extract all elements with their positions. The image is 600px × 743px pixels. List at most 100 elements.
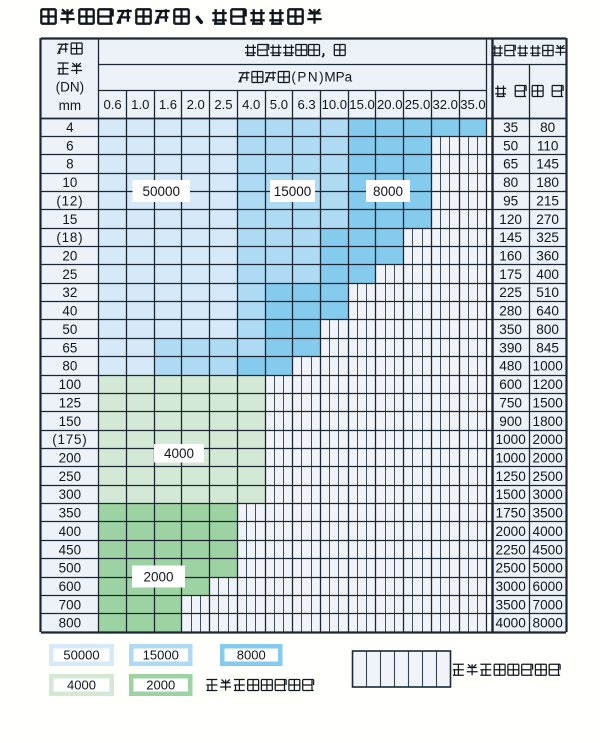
svg-text:5000: 5000: [533, 561, 564, 576]
svg-text:180: 180: [536, 175, 559, 190]
svg-text:800: 800: [536, 322, 559, 337]
svg-text:360: 360: [536, 249, 559, 264]
svg-text:4000: 4000: [164, 446, 194, 461]
svg-text:3000: 3000: [533, 487, 564, 502]
svg-text:65: 65: [503, 157, 518, 172]
svg-text:2000: 2000: [533, 432, 564, 447]
svg-text:40: 40: [62, 304, 77, 319]
svg-text:175: 175: [499, 267, 522, 282]
svg-text:2500: 2500: [496, 561, 527, 576]
svg-text:15000: 15000: [143, 648, 179, 663]
svg-text:2000: 2000: [143, 569, 173, 584]
svg-text:65: 65: [62, 340, 77, 355]
svg-text:2.0: 2.0: [187, 97, 205, 112]
svg-text:160: 160: [499, 249, 522, 264]
svg-text:600: 600: [59, 579, 81, 594]
svg-text:2000: 2000: [496, 524, 527, 539]
svg-text:390: 390: [499, 340, 522, 355]
svg-text:200: 200: [59, 450, 81, 465]
svg-text:3500: 3500: [496, 597, 527, 612]
svg-text:900: 900: [499, 414, 522, 429]
svg-text:32: 32: [62, 285, 77, 300]
svg-text:6000: 6000: [533, 579, 564, 594]
svg-text:145: 145: [536, 157, 559, 172]
svg-text:150: 150: [59, 414, 81, 429]
svg-text:0.6: 0.6: [103, 97, 121, 112]
svg-text:95: 95: [503, 193, 518, 208]
svg-text:6: 6: [66, 138, 73, 153]
svg-text:10.0: 10.0: [322, 97, 347, 112]
svg-text:15.0: 15.0: [349, 97, 374, 112]
svg-text:(175): (175): [52, 432, 87, 447]
svg-text:2000: 2000: [533, 450, 564, 465]
svg-text:4500: 4500: [533, 542, 564, 557]
svg-text:350: 350: [499, 322, 522, 337]
svg-text:20.0: 20.0: [377, 97, 402, 112]
svg-text:20: 20: [62, 249, 77, 264]
svg-text:1750: 1750: [496, 506, 527, 521]
svg-text:500: 500: [59, 561, 81, 576]
svg-text:480: 480: [499, 359, 522, 374]
svg-text:1500: 1500: [533, 395, 564, 410]
svg-text:1200: 1200: [533, 377, 564, 392]
svg-text:3500: 3500: [533, 506, 564, 521]
svg-text:8000: 8000: [533, 616, 564, 631]
svg-text:(12): (12): [56, 193, 83, 208]
svg-text:100: 100: [59, 377, 81, 392]
svg-text:80: 80: [540, 120, 556, 135]
svg-text:640: 640: [536, 304, 559, 319]
svg-text:800: 800: [59, 616, 81, 631]
svg-text:mm: mm: [59, 98, 82, 113]
svg-text:35.0: 35.0: [460, 97, 485, 112]
svg-text:1.0: 1.0: [131, 97, 149, 112]
svg-text:1500: 1500: [496, 487, 527, 502]
svg-text:350: 350: [59, 506, 81, 521]
svg-text:1000: 1000: [533, 359, 564, 374]
svg-text:50: 50: [503, 138, 519, 153]
svg-text:3000: 3000: [496, 579, 527, 594]
svg-text:2500: 2500: [533, 469, 564, 484]
svg-text:15000: 15000: [274, 184, 312, 199]
svg-text:225: 225: [499, 285, 522, 300]
svg-text:4.0: 4.0: [242, 97, 260, 112]
svg-text:50: 50: [62, 322, 77, 337]
svg-text:8000: 8000: [373, 184, 403, 199]
svg-text:1250: 1250: [496, 469, 527, 484]
svg-text:700: 700: [59, 597, 81, 612]
svg-text:(PN): (PN): [291, 70, 325, 85]
svg-text:7000: 7000: [533, 597, 564, 612]
svg-text:35: 35: [503, 120, 518, 135]
svg-text:400: 400: [59, 524, 81, 539]
svg-text:2250: 2250: [496, 542, 527, 557]
svg-text:1000: 1000: [496, 432, 527, 447]
svg-text:4000: 4000: [496, 616, 527, 631]
svg-text:80: 80: [503, 175, 519, 190]
svg-text:5.0: 5.0: [270, 97, 288, 112]
svg-text:215: 215: [536, 193, 559, 208]
svg-text:8000: 8000: [237, 648, 266, 663]
svg-text:4000: 4000: [533, 524, 564, 539]
svg-text:2000: 2000: [146, 678, 175, 693]
svg-text:1000: 1000: [496, 450, 527, 465]
svg-text:110: 110: [537, 138, 559, 153]
svg-text:1.6: 1.6: [159, 97, 177, 112]
svg-text:270: 270: [536, 212, 559, 227]
svg-text:280: 280: [499, 304, 522, 319]
svg-text:4000: 4000: [67, 678, 96, 693]
svg-text:1800: 1800: [533, 414, 564, 429]
svg-text:32.0: 32.0: [432, 97, 457, 112]
svg-text:145: 145: [499, 230, 522, 245]
svg-text:(18): (18): [56, 230, 83, 245]
svg-text:600: 600: [499, 377, 522, 392]
svg-text:15: 15: [62, 212, 77, 227]
svg-text:250: 250: [59, 469, 81, 484]
svg-text:750: 750: [499, 395, 522, 410]
svg-text:10: 10: [62, 175, 77, 190]
svg-text:25: 25: [62, 267, 77, 282]
svg-text:510: 510: [536, 285, 559, 300]
svg-text:8: 8: [66, 157, 73, 172]
svg-text:MPa: MPa: [324, 70, 352, 85]
svg-text:6.3: 6.3: [298, 97, 316, 112]
svg-text:450: 450: [59, 542, 81, 557]
svg-text:25.0: 25.0: [405, 97, 430, 112]
